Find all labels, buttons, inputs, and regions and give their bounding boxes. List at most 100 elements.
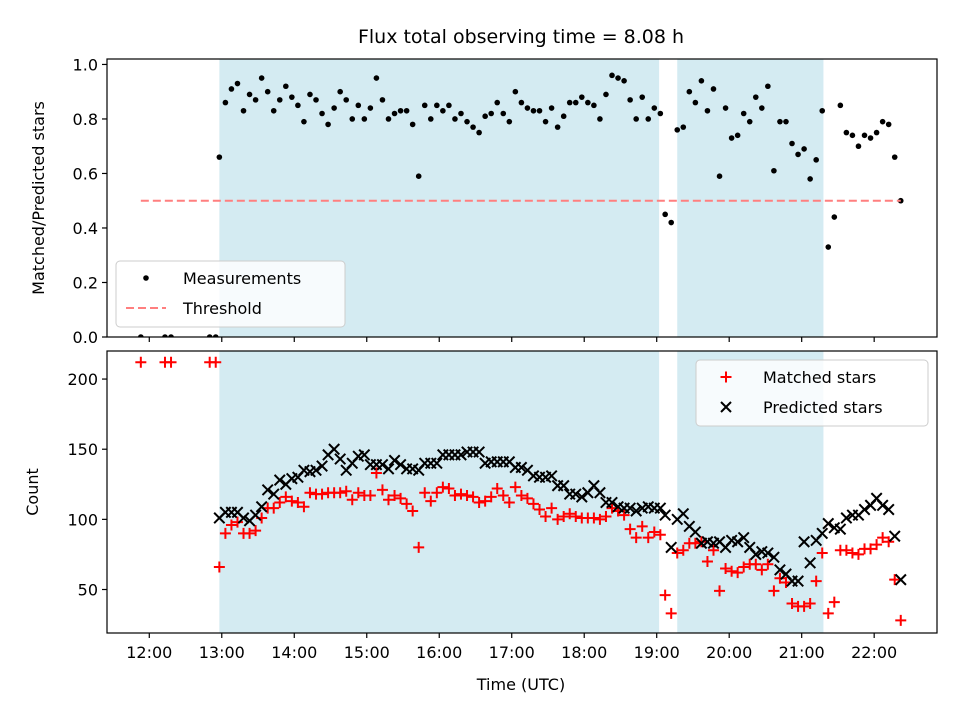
matched-star-point	[534, 504, 546, 516]
matched-star-point	[732, 567, 744, 579]
predicted-star-point	[328, 443, 341, 456]
matched-star-point	[292, 497, 304, 509]
measurement-point	[777, 118, 783, 125]
y-tick-label: 200	[67, 370, 98, 389]
matched-star-point	[213, 561, 225, 573]
measurement-point	[837, 102, 844, 109]
measurement-point	[795, 151, 801, 158]
predicted-star-point	[376, 458, 389, 471]
y-tick-label: 1.0	[73, 55, 98, 74]
matched-star-point	[443, 482, 455, 494]
measurement-point	[686, 88, 693, 95]
matched-star-point	[701, 555, 713, 567]
y-tick-label: 0.8	[73, 110, 98, 129]
measurement-point	[240, 107, 247, 114]
measurement-point	[698, 78, 705, 84]
matched-star-point	[648, 526, 660, 538]
measurement-point	[228, 86, 235, 92]
measurement-point	[276, 97, 283, 103]
measurement-point	[506, 118, 513, 125]
matched-star-point	[244, 527, 256, 539]
matched-star-point	[750, 558, 762, 570]
matched-star-point	[286, 495, 298, 507]
matched-star-point	[346, 494, 358, 506]
measurement-point	[427, 116, 434, 122]
measurement-point	[710, 86, 717, 92]
measurement-point	[216, 154, 223, 160]
matched-star-point	[798, 600, 810, 612]
matched-star-point	[558, 511, 570, 523]
matched-star-point	[707, 544, 719, 556]
matched-star-point	[636, 520, 648, 532]
y-tick-label: 0.2	[73, 273, 98, 292]
matched-star-point	[840, 544, 852, 556]
measurement-point	[391, 110, 398, 117]
measurement-point	[831, 214, 838, 220]
x-tick-label: 20:00	[706, 643, 752, 662]
matched-star-point	[642, 532, 654, 544]
matched-star-point	[804, 598, 816, 610]
measurement-point	[313, 97, 319, 103]
matched-star-point	[726, 565, 738, 577]
predicted-star-point	[876, 499, 889, 512]
predicted-star-point	[731, 535, 744, 548]
matched-star-point	[473, 497, 485, 509]
predicted-star-point	[557, 479, 570, 492]
measurement-point	[789, 140, 795, 147]
predicted-star-point	[834, 523, 847, 536]
predicted-star-point	[473, 446, 486, 458]
legend-label: Predicted stars	[763, 398, 883, 417]
predicted-star-point	[665, 541, 678, 554]
x-tick-label: 18:00	[561, 643, 607, 662]
matched-star-point	[389, 490, 401, 502]
measurement-point	[349, 116, 356, 122]
measurement-point	[212, 334, 219, 337]
measurement-point	[825, 244, 832, 250]
y-tick-label: 100	[67, 510, 98, 529]
matched-star-point	[762, 558, 774, 570]
predicted-star-point	[761, 547, 774, 559]
matched-star-point	[552, 513, 564, 525]
measurement-point	[283, 83, 289, 90]
measurement-point	[662, 211, 668, 218]
measurement-point	[585, 99, 591, 106]
matched-star-point	[895, 614, 907, 626]
measurement-point	[162, 334, 168, 337]
matched-star-point	[889, 574, 901, 586]
x-axis-label: Time (UTC)	[476, 675, 565, 694]
x-tick-label: 12:00	[126, 643, 172, 662]
matched-star-point	[546, 502, 558, 514]
legend-matched-swatch	[720, 371, 732, 383]
matched-star-point	[425, 495, 437, 507]
measurement-point	[645, 116, 652, 122]
matched-star-point	[298, 501, 310, 513]
bottom-data-layer	[135, 356, 907, 626]
matched-star-point	[250, 525, 262, 537]
matched-star-point	[515, 490, 527, 502]
measurement-point	[807, 176, 813, 182]
measurement-point	[891, 154, 898, 160]
matched-star-point	[564, 508, 576, 520]
observing-window-2	[677, 59, 824, 337]
measurement-point	[355, 102, 362, 109]
measurement-point	[361, 116, 368, 122]
measurement-point	[548, 105, 555, 111]
matched-star-point	[340, 485, 352, 497]
predicted-star-point	[594, 486, 606, 499]
predicted-star-point	[237, 512, 250, 524]
predicted-star-point	[677, 507, 690, 520]
measurement-point	[704, 107, 711, 114]
measurement-point	[633, 116, 639, 122]
measurement-point	[668, 219, 675, 226]
measurement-point	[301, 118, 307, 125]
y-tick-label: 0.4	[73, 219, 98, 238]
matched-star-point	[720, 562, 732, 574]
measurement-point	[801, 146, 807, 152]
predicted-star-point	[804, 556, 817, 569]
matched-star-point	[485, 491, 497, 503]
matched-star-point	[479, 495, 491, 507]
predicted-star-point	[316, 460, 328, 472]
measurement-point	[716, 173, 723, 179]
matched-star-point	[714, 585, 726, 597]
x-tick-label: 19:00	[634, 643, 680, 662]
